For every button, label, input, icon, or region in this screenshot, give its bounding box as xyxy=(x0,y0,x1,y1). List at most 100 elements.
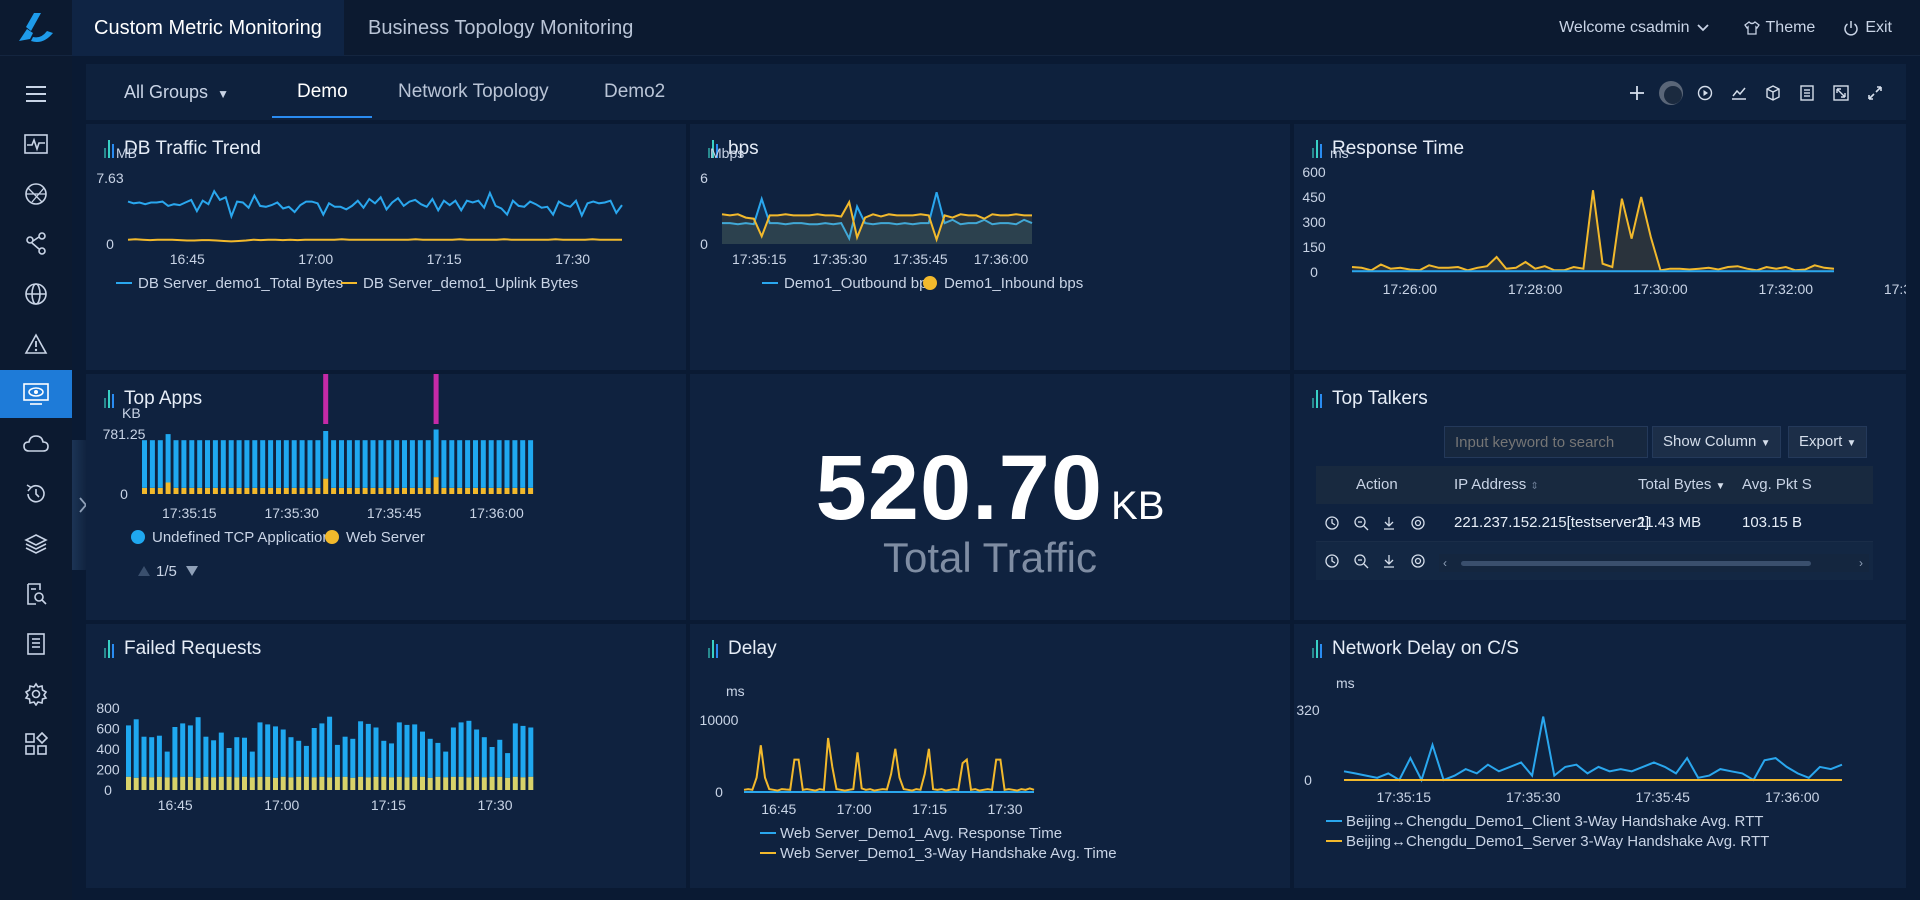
bar xyxy=(276,440,281,488)
y-tick-label: 150 xyxy=(1302,239,1326,255)
tab-network-topology[interactable]: Network Topology xyxy=(398,81,549,102)
history-icon[interactable] xyxy=(0,470,72,518)
tab-demo[interactable]: Demo xyxy=(297,81,348,102)
bar xyxy=(195,717,201,778)
bar xyxy=(296,776,302,790)
x-tick-label: 17:35:30 xyxy=(1506,789,1561,805)
bar xyxy=(512,487,518,494)
bar xyxy=(346,440,352,488)
bar xyxy=(149,440,155,488)
column-ip-address[interactable]: IP Address ⇕ xyxy=(1454,476,1539,493)
table-row[interactable]: 221.237.152.215[testserver2] 11.43 MB 10… xyxy=(1316,504,1873,542)
cloud-icon[interactable] xyxy=(0,420,72,468)
export-dropdown[interactable]: Export ▼ xyxy=(1788,426,1868,458)
bar xyxy=(435,742,441,777)
y-tick-label: 300 xyxy=(1302,214,1326,230)
eye-monitor-icon[interactable] xyxy=(0,370,72,418)
logo[interactable] xyxy=(0,0,72,56)
title-bars-icon xyxy=(708,140,720,158)
horizontal-scrollbar[interactable]: ‹ › xyxy=(1439,554,1869,572)
bar xyxy=(505,777,511,790)
apps-icon[interactable] xyxy=(0,720,72,768)
document-icon[interactable] xyxy=(0,620,72,668)
top-bar: Custom Metric Monitoring Business Topolo… xyxy=(0,0,1920,56)
pager-label: 1/5 xyxy=(156,563,177,580)
tab-demo2[interactable]: Demo2 xyxy=(604,81,666,102)
x-tick-label: 17:35:45 xyxy=(367,505,422,521)
column-total-bytes[interactable]: Total Bytes ▼ xyxy=(1638,476,1726,493)
y-tick-label: 0 xyxy=(1310,264,1318,280)
search-report-icon[interactable] xyxy=(0,570,72,618)
fullscreen-icon[interactable] xyxy=(1858,80,1892,106)
show-column-dropdown[interactable]: Show Column ▼ xyxy=(1652,426,1782,458)
column-avg-pkt-size[interactable]: Avg. Pkt S xyxy=(1742,476,1812,493)
bar xyxy=(528,727,534,777)
all-groups-dropdown[interactable]: All Groups ▼ xyxy=(124,64,229,122)
globe-icon[interactable] xyxy=(0,270,72,318)
big-unit: KB xyxy=(1111,484,1165,528)
document-list-icon[interactable] xyxy=(1790,80,1824,106)
bar xyxy=(378,487,384,494)
bar xyxy=(249,751,255,778)
play-icon[interactable] xyxy=(1688,80,1722,106)
gear-icon[interactable] xyxy=(0,670,72,718)
bar xyxy=(195,777,201,790)
theme-button[interactable]: Theme xyxy=(1743,19,1816,37)
bar xyxy=(234,737,240,778)
chevron-right-icon[interactable]: › xyxy=(1859,556,1863,570)
avatar[interactable] xyxy=(1654,80,1688,106)
title-bars-icon xyxy=(104,390,116,408)
pulse-icon[interactable] xyxy=(0,120,72,168)
bar xyxy=(189,487,195,494)
pager-next-icon[interactable] xyxy=(186,566,198,576)
menu-icon[interactable] xyxy=(0,70,72,118)
bar xyxy=(173,487,179,494)
bar xyxy=(149,737,155,778)
chevron-left-icon[interactable]: ‹ xyxy=(1443,556,1447,570)
globe-grid-icon[interactable] xyxy=(0,170,72,218)
expand-icon[interactable] xyxy=(1824,80,1858,106)
warning-icon[interactable] xyxy=(0,320,72,368)
series-line xyxy=(1343,716,1843,783)
cube-icon[interactable] xyxy=(1756,80,1790,106)
bar xyxy=(203,736,209,777)
theme-label: Theme xyxy=(1765,19,1816,36)
bar xyxy=(496,440,502,488)
title-bars-icon xyxy=(104,640,116,658)
bar xyxy=(433,429,439,478)
layers-icon[interactable] xyxy=(0,520,72,568)
user-menu[interactable]: Welcome csadmin xyxy=(1559,19,1715,37)
bar xyxy=(394,440,400,488)
tab-business-topology-monitoring[interactable]: Business Topology Monitoring xyxy=(368,17,634,39)
export-label: Export xyxy=(1799,433,1843,450)
panel-title: Top Talkers xyxy=(1332,388,1428,409)
chart-up-icon[interactable] xyxy=(1722,80,1756,106)
x-tick-label: 17:36:00 xyxy=(1765,789,1820,805)
legend-label: Beijing↔Chengdu_Demo1_Client 3-Way Hands… xyxy=(1346,813,1763,830)
x-tick-label: 17:00 xyxy=(837,801,872,817)
series-line xyxy=(721,199,1032,243)
bar xyxy=(342,736,348,777)
panel-bps: bps Mbps 6 0 17:35:15 17:35:30 17:35:45 17:36:… xyxy=(690,124,1290,370)
welcome-text: Welcome csadmin xyxy=(1559,19,1690,36)
bar xyxy=(268,440,274,488)
pager-prev-icon[interactable] xyxy=(138,566,150,576)
share-icon[interactable] xyxy=(0,220,72,268)
y-axis-unit: Mbps xyxy=(710,145,744,161)
panel-title: Top Apps xyxy=(124,388,203,409)
y-tick-label: 400 xyxy=(96,741,120,757)
bar xyxy=(311,728,317,778)
exit-button[interactable]: Exit xyxy=(1843,19,1892,37)
legend-marker xyxy=(325,530,339,544)
search-input[interactable] xyxy=(1444,426,1648,458)
y-tick-label: 0 xyxy=(700,236,708,252)
bar xyxy=(244,440,250,488)
bar xyxy=(141,736,147,777)
tab-custom-metric-monitoring[interactable]: Custom Metric Monitoring xyxy=(72,0,344,56)
target-action-icon xyxy=(1411,554,1425,568)
add-icon[interactable] xyxy=(1620,80,1654,106)
bar xyxy=(346,487,352,494)
bar-highlight xyxy=(323,374,329,424)
bar xyxy=(504,487,510,494)
scrollbar-thumb[interactable] xyxy=(1461,561,1811,566)
